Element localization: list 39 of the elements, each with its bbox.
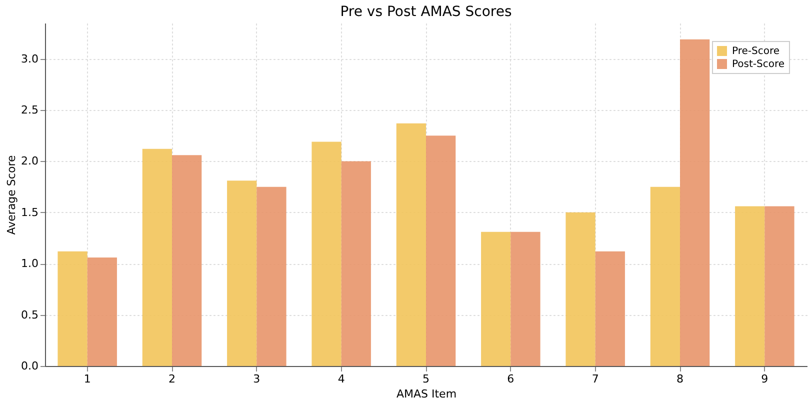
y-tick-label: 3.0 [21, 52, 38, 66]
x-tick-label: 9 [761, 372, 768, 386]
bar [87, 257, 117, 366]
legend-label: Pre-Score [732, 46, 780, 57]
y-tick-label: 2.5 [21, 104, 38, 117]
bar [142, 148, 172, 366]
x-tick-label: 8 [676, 372, 684, 386]
bar [481, 232, 511, 366]
bar [595, 251, 625, 366]
bar [58, 251, 88, 366]
y-tick-label: 1.0 [21, 257, 38, 270]
bar [312, 142, 342, 366]
y-tick-label: 0.5 [21, 308, 38, 322]
x-tick-label: 3 [253, 372, 260, 386]
x-tick-label: 7 [592, 372, 599, 386]
x-tick-label: 5 [422, 372, 430, 386]
y-tick-label: 0.0 [21, 360, 38, 372]
bar [172, 155, 202, 366]
bar [566, 212, 596, 366]
bar [256, 186, 286, 366]
bar [650, 186, 680, 366]
y-tick-label: 1.5 [21, 206, 38, 219]
bar [764, 206, 794, 366]
bar [510, 232, 540, 366]
bar [426, 136, 456, 366]
bar [735, 206, 765, 366]
y-tick-label: 2.0 [21, 154, 38, 168]
bar [680, 39, 710, 366]
legend-label: Post-Score [732, 59, 785, 70]
bar [341, 161, 371, 366]
x-tick-label: 2 [168, 372, 176, 386]
x-axis-title: AMAS Item [396, 388, 457, 400]
x-tick-label: 6 [507, 372, 514, 386]
y-axis-title: Average Score [5, 155, 18, 235]
bar [227, 180, 257, 366]
x-tick-label: 4 [338, 372, 345, 386]
bar [396, 123, 426, 366]
x-tick-label: 1 [84, 372, 91, 386]
chart-title: Pre vs Post AMAS Scores [340, 4, 512, 20]
